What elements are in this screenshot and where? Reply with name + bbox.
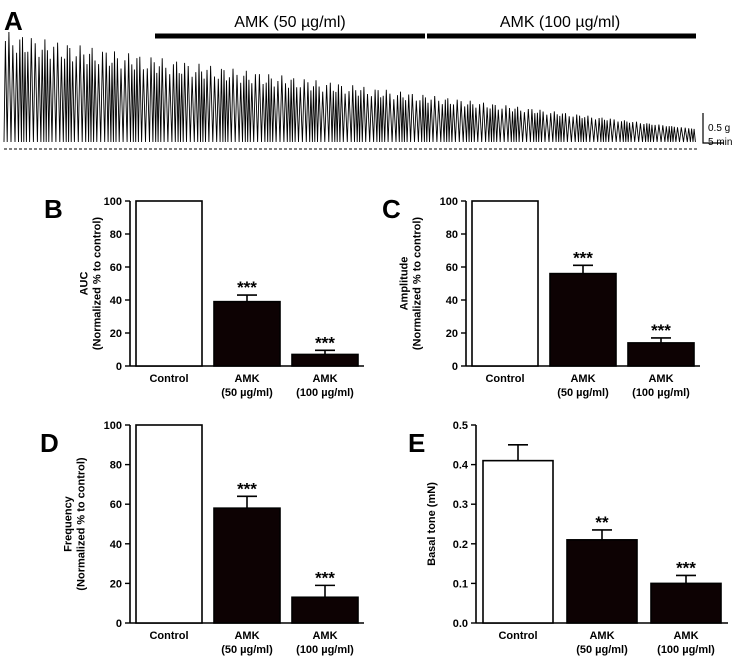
bar — [291, 596, 359, 624]
x-tick-label: (50 µg/ml) — [221, 387, 273, 399]
bar — [482, 459, 554, 624]
bar — [549, 272, 617, 367]
panel-letter-a: A — [4, 6, 23, 36]
scale-bar — [702, 113, 724, 144]
panel-letter-b: B — [44, 194, 63, 224]
significance-marker: *** — [315, 333, 335, 352]
significance-marker: *** — [237, 479, 257, 498]
x-tick-label: AMK — [234, 373, 259, 385]
y-axis-label: AUC — [79, 272, 91, 296]
y-tick-label: 100 — [440, 196, 458, 208]
y-axis-label: (Normalized % to control) — [76, 457, 88, 591]
scale-amplitude-label: 0.5 g — [708, 123, 730, 134]
x-tick-label: AMK — [648, 373, 673, 385]
y-tick-label: 0.1 — [453, 578, 468, 590]
bar — [650, 582, 722, 624]
y-tick-label: 60 — [110, 499, 122, 511]
x-tick-label: (100 µg/ml) — [657, 644, 715, 656]
bar — [566, 539, 638, 624]
y-tick-label: 0 — [452, 361, 458, 373]
y-tick-label: 20 — [110, 328, 122, 340]
y-tick-label: 40 — [110, 295, 122, 307]
bar — [135, 424, 203, 624]
y-axis-label: Amplitude — [399, 257, 411, 311]
auc-bar-chart: 0 20 40 60 80 100 AUC (Normalized % to control)… — [79, 196, 364, 399]
panel-letter-d: D — [40, 428, 59, 458]
y-axis-label: (Normalized % to control) — [412, 217, 424, 351]
treatment-label-100: AMK (100 µg/ml) — [500, 14, 620, 31]
y-axis-label: (Normalized % to control) — [92, 217, 104, 351]
x-tick-label: Control — [485, 373, 524, 385]
x-tick-label: AMK — [570, 373, 595, 385]
y-tick-label: 0.0 — [453, 618, 468, 630]
significance-marker: *** — [676, 558, 696, 577]
contraction-trace — [3, 31, 696, 143]
frequency-bar-chart: 0 20 40 60 80 100 Frequency (Normalized % to co… — [63, 420, 364, 656]
x-tick-label: (100 µg/ml) — [296, 387, 354, 399]
y-tick-label: 60 — [110, 262, 122, 274]
x-tick-label: (50 µg/ml) — [557, 387, 609, 399]
x-tick-label: (100 µg/ml) — [296, 644, 354, 656]
significance-marker: *** — [573, 248, 593, 267]
x-tick-label: Control — [498, 630, 537, 642]
y-tick-label: 40 — [446, 295, 458, 307]
x-tick-label: (100 µg/ml) — [632, 387, 690, 399]
panel-letter-e: E — [408, 428, 425, 458]
bar — [213, 300, 281, 367]
scale-time-label: 5 min — [708, 137, 732, 148]
trace-panel: AMK (50 µg/ml) AMK (100 µg/ml) 0.5 g 5 m… — [3, 14, 732, 150]
bar — [213, 507, 281, 624]
y-axis-label: Basal tone (mN) — [426, 482, 438, 566]
y-tick-label: 80 — [110, 229, 122, 241]
y-tick-label: 0 — [116, 361, 122, 373]
y-tick-label: 80 — [110, 460, 122, 472]
y-tick-label: 0.5 — [453, 420, 468, 432]
significance-marker: *** — [315, 568, 335, 587]
amplitude-bar-chart: 0 20 40 60 80 100 Amplitude (Normalized % to co… — [399, 196, 700, 399]
panel-letter-c: C — [382, 194, 401, 224]
basal-tone-bar-chart: 0.0 0.1 0.2 0.3 0.4 0.5 Basal tone (mN) Control… — [426, 420, 728, 656]
bar — [135, 200, 203, 367]
x-tick-label: AMK — [589, 630, 614, 642]
y-tick-label: 100 — [104, 196, 122, 208]
x-tick-label: AMK — [312, 373, 337, 385]
significance-marker: *** — [237, 278, 257, 297]
y-tick-label: 60 — [446, 262, 458, 274]
x-tick-label: AMK — [312, 630, 337, 642]
y-tick-label: 0.4 — [453, 460, 469, 472]
y-tick-label: 0 — [116, 618, 122, 630]
significance-marker: ** — [595, 513, 609, 532]
x-tick-label: AMK — [234, 630, 259, 642]
bar — [627, 342, 695, 367]
y-tick-label: 40 — [110, 539, 122, 551]
x-tick-label: (50 µg/ml) — [576, 644, 628, 656]
y-tick-label: 100 — [104, 420, 122, 432]
x-tick-label: Control — [149, 373, 188, 385]
treatment-label-50: AMK (50 µg/ml) — [234, 14, 345, 31]
y-tick-label: 20 — [110, 578, 122, 590]
x-tick-label: AMK — [673, 630, 698, 642]
y-tick-label: 0.2 — [453, 539, 468, 551]
x-tick-label: Control — [149, 630, 188, 642]
x-tick-label: (50 µg/ml) — [221, 644, 273, 656]
y-axis-label: Frequency — [63, 495, 75, 552]
significance-marker: *** — [651, 321, 671, 340]
y-tick-label: 0.3 — [453, 499, 468, 511]
y-tick-label: 20 — [446, 328, 458, 340]
bar — [291, 353, 359, 367]
bar — [471, 200, 539, 367]
y-tick-label: 80 — [446, 229, 458, 241]
